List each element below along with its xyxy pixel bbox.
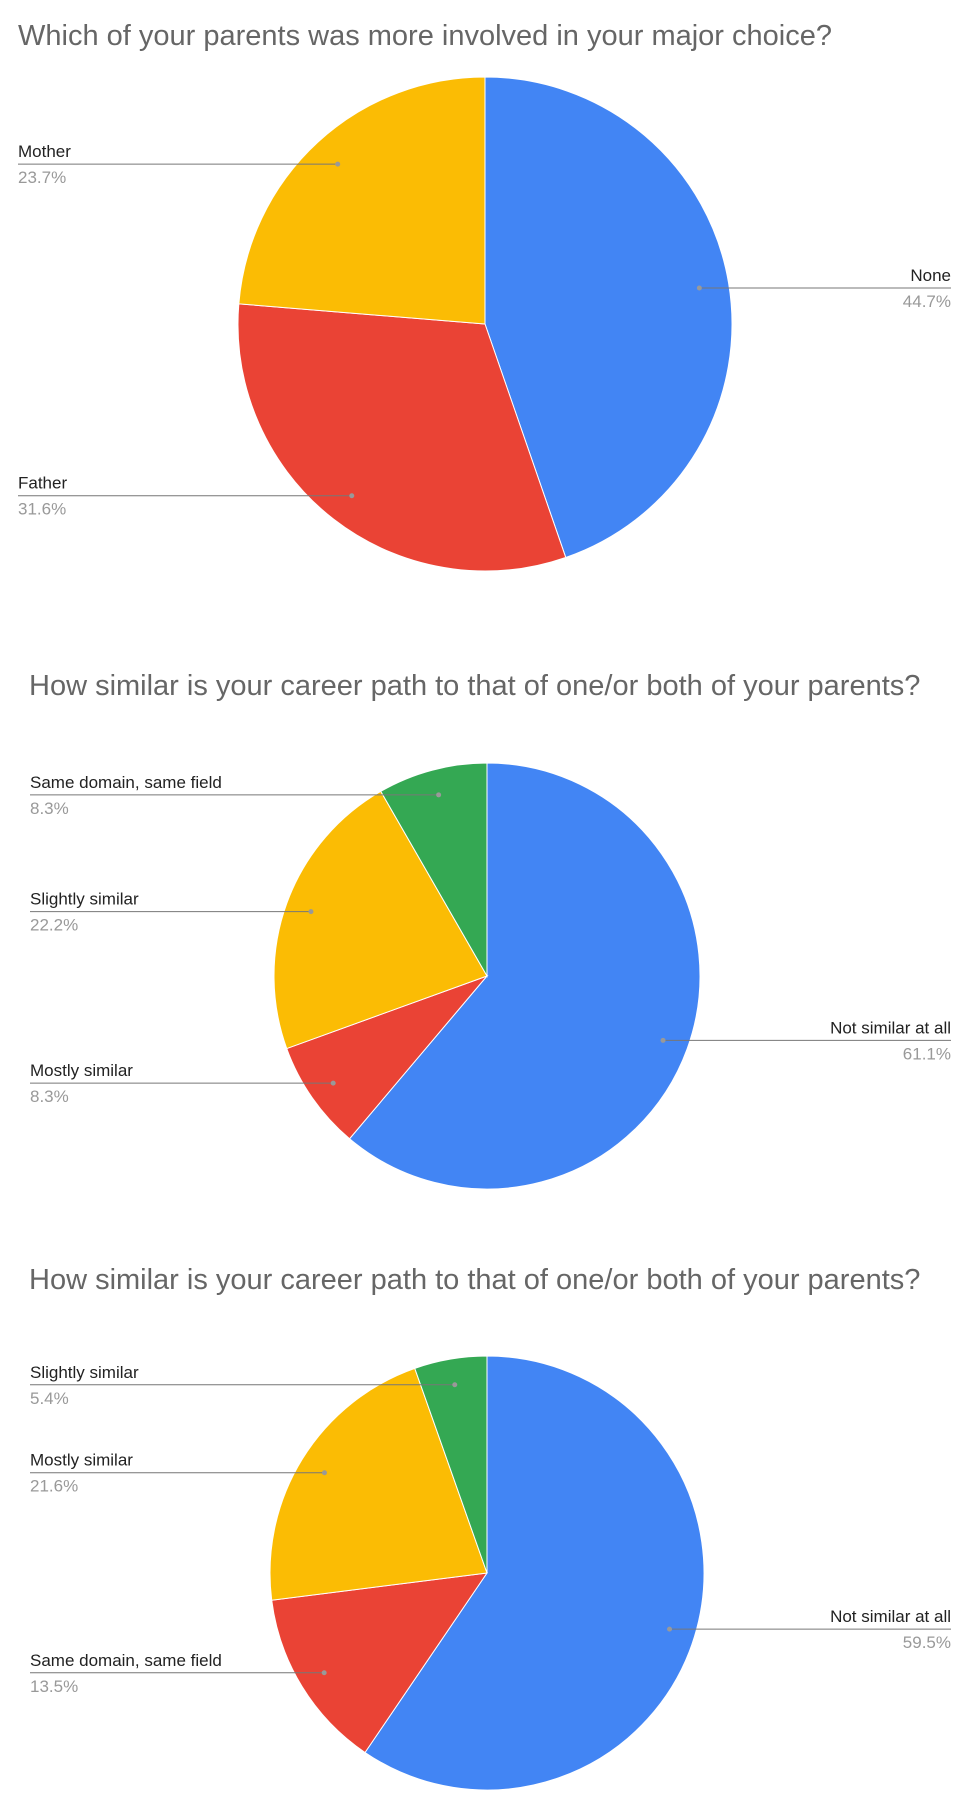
pie-slice [238, 76, 486, 325]
slice-label: Mostly similar [30, 1451, 133, 1470]
leader-dot [436, 792, 442, 798]
pie-slice [484, 76, 733, 559]
pie-slice [271, 1572, 489, 1754]
leader-dot [452, 1382, 458, 1388]
pie-slice [364, 1355, 705, 1791]
slice-value-label: 61.1% [903, 1044, 951, 1063]
leader-dot [696, 285, 702, 291]
pie-slice [286, 974, 489, 1140]
leader-dot [321, 1670, 327, 1676]
slice-value-label: 23.7% [18, 168, 66, 187]
slice-value-label: 13.5% [30, 1677, 78, 1696]
leader-dot [660, 1037, 666, 1043]
slice-label: Not similar at all [830, 1018, 951, 1037]
chart-title: Which of your parents was more involved … [18, 20, 832, 52]
leader-dot [321, 1470, 327, 1476]
slice-label: None [910, 266, 951, 285]
pie-slice [348, 762, 701, 1190]
slice-value-label: 31.6% [18, 500, 66, 519]
slice-value-label: 44.7% [903, 292, 951, 311]
leader-dot [335, 161, 341, 167]
slice-value-label: 8.3% [30, 799, 69, 818]
slice-label: Slightly similar [30, 890, 139, 909]
leader-dot [308, 909, 314, 915]
slice-label: Slightly similar [30, 1363, 139, 1382]
leader-dot [667, 1626, 673, 1632]
leader-dot [349, 493, 355, 499]
slice-value-label: 59.5% [903, 1633, 951, 1652]
leader-dot [330, 1080, 336, 1086]
slice-label: Same domain, same field [30, 1651, 222, 1670]
pie-slice [414, 1355, 488, 1574]
slice-label: Mother [18, 142, 71, 161]
slice-label: Mostly similar [30, 1061, 133, 1080]
pie-slice [273, 790, 488, 1050]
slice-value-label: 22.2% [30, 916, 78, 935]
slice-label: Not similar at all [830, 1607, 951, 1626]
chart-title: How similar is your career path to that … [29, 1264, 921, 1296]
slice-label: Same domain, same field [30, 773, 222, 792]
pie-slice [237, 303, 567, 572]
slice-value-label: 21.6% [30, 1477, 78, 1496]
pie-slice [380, 762, 488, 978]
slice-value-label: 5.4% [30, 1389, 69, 1408]
pie-slice [269, 1367, 488, 1601]
chart-title: How similar is your career path to that … [29, 670, 921, 702]
slice-value-label: 8.3% [30, 1087, 69, 1106]
slice-label: Father [18, 474, 67, 493]
